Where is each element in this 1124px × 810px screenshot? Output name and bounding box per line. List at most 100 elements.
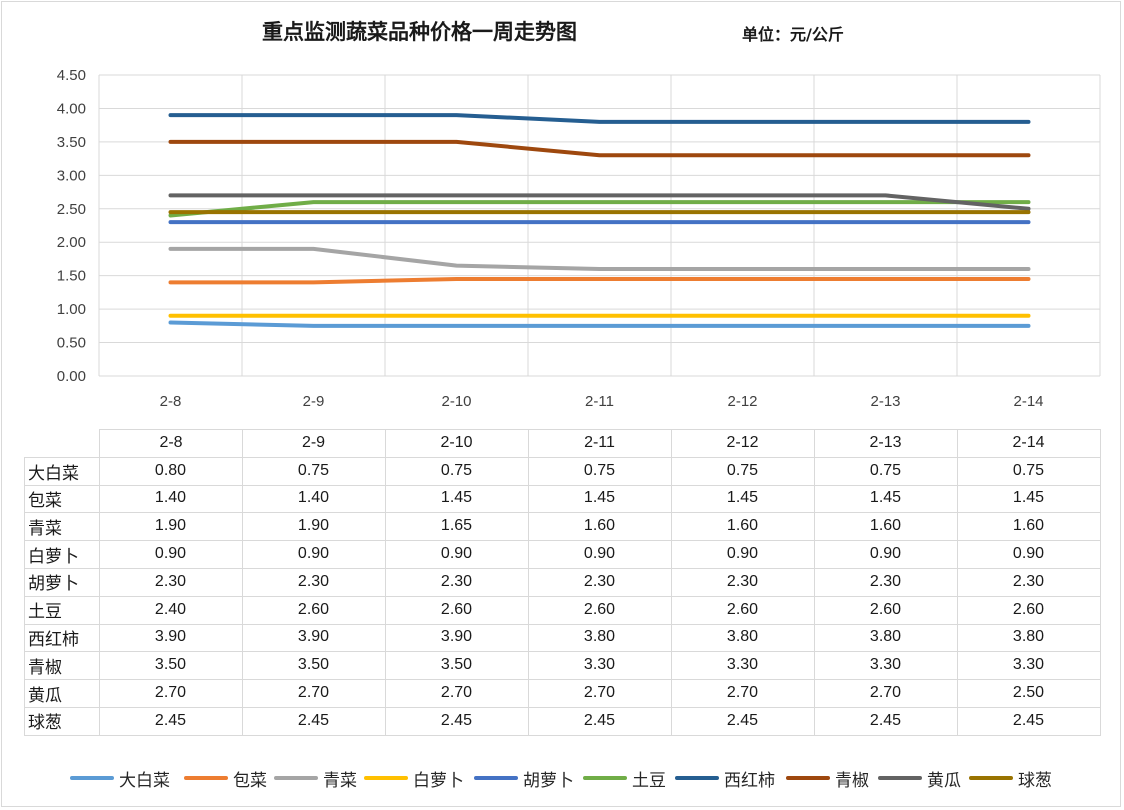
table-value-cell: 2.70 [528,679,672,708]
series-line [168,246,1031,271]
table-row-label: 西红柿 [24,623,100,653]
table-header-cell: 2-14 [957,429,1101,458]
table-value-cell: 2.70 [814,679,958,708]
table-value-cell: 3.90 [242,623,386,653]
table-header-cell: 2-12 [671,429,815,458]
table-row-label: 大白菜 [24,456,100,486]
table-header-cell: 2-13 [814,429,958,458]
table-value-cell: 1.45 [671,484,815,514]
table-value-cell: 2.45 [814,707,958,736]
table-value-cell: 0.75 [957,456,1101,486]
y-tick-label: 4.50 [57,67,86,84]
table-row-label: 胡萝卜 [24,568,100,597]
series-line [168,200,1031,218]
series-line [168,320,1031,328]
unit-label: 单位：元/公斤 [742,25,844,44]
x-tick-label: 2-13 [870,393,900,410]
table-value-cell: 2.40 [99,595,243,625]
table-value-cell: 2.50 [957,679,1101,708]
table-value-cell: 2.60 [671,595,815,625]
legend-swatch [878,776,922,780]
table-header-cell: 2-11 [528,429,672,458]
table-value-cell: 1.40 [99,484,243,514]
table-value-cell: 1.60 [671,512,815,542]
table-value-cell: 1.45 [385,484,529,514]
table-value-cell: 0.90 [957,540,1101,569]
legend-label: 西红柿 [724,771,775,791]
table-value-cell: 0.80 [99,456,243,486]
x-tick-label: 2-12 [727,393,757,410]
table-value-cell: 1.65 [385,512,529,542]
table-value-cell: 2.30 [242,568,386,597]
series-line [168,139,1031,158]
table-value-cell: 0.75 [814,456,958,486]
table-value-cell: 2.60 [957,595,1101,625]
x-tick-label: 2-10 [441,393,471,410]
table-value-cell: 0.90 [242,540,386,569]
table-value-cell: 2.45 [957,707,1101,736]
table-value-cell: 2.70 [99,679,243,708]
table-row-label: 包菜 [24,484,100,514]
table-row-label: 白萝卜 [24,540,100,569]
x-tick-label: 2-11 [585,393,614,410]
table-value-cell: 3.80 [671,623,815,653]
legend-label: 黄瓜 [927,771,961,791]
table-value-cell: 2.30 [671,568,815,597]
table-value-cell: 0.90 [814,540,958,569]
table-header-cell: 2-9 [242,429,386,458]
table-value-cell: 1.60 [814,512,958,542]
table-value-cell: 0.75 [528,456,672,486]
y-tick-label: 2.50 [57,201,86,218]
legend-swatch [583,776,627,780]
legend-swatch [474,776,518,780]
table-value-cell: 3.90 [99,623,243,653]
legend-label: 土豆 [632,771,666,791]
table-value-cell: 3.50 [385,651,529,681]
x-tick-label: 2-9 [303,393,325,410]
table-value-cell: 3.50 [99,651,243,681]
legend-label: 白萝卜 [413,771,464,791]
table-row-label: 青椒 [24,651,100,681]
y-tick-label: 2.00 [57,234,86,251]
x-tick-label: 2-14 [1013,393,1043,410]
table-value-cell: 0.90 [99,540,243,569]
table-value-cell: 3.80 [528,623,672,653]
legend-label: 青椒 [835,771,869,791]
table-value-cell: 2.30 [814,568,958,597]
table-value-cell: 3.30 [528,651,672,681]
table-header-cell: 2-8 [99,429,243,458]
line-chart: 0.00 0.50 1.00 1.50 2.00 2.50 3.00 3.50 4.00 4.50… [57,67,1101,410]
table-value-cell: 0.90 [385,540,529,569]
y-tick-label: 3.50 [57,134,86,151]
table-value-cell: 1.40 [242,484,386,514]
table-value-cell: 1.90 [242,512,386,542]
table-row-label: 青菜 [24,512,100,542]
table-value-cell: 2.60 [528,595,672,625]
table-value-cell: 3.30 [671,651,815,681]
y-tick-label: 4.00 [57,100,86,117]
table-value-cell: 1.60 [528,512,672,542]
table-value-cell: 2.30 [528,568,672,597]
legend-swatch [364,776,408,780]
y-tick-label: 0.50 [57,335,86,352]
y-tick-label: 1.50 [57,268,86,285]
table-header-cell: 2-10 [385,429,529,458]
table-value-cell: 3.30 [957,651,1101,681]
table-value-cell: 2.70 [671,679,815,708]
legend-swatch [969,776,1013,780]
table-value-cell: 0.90 [671,540,815,569]
table-value-cell: 3.90 [385,623,529,653]
table-value-cell: 2.70 [385,679,529,708]
legend-label: 球葱 [1018,771,1052,791]
table-row-label: 土豆 [24,595,100,625]
table-value-cell: 2.45 [99,707,243,736]
table-value-cell: 2.45 [528,707,672,736]
table-value-cell: 1.90 [99,512,243,542]
table-value-cell: 0.75 [385,456,529,486]
series-line [168,193,1031,211]
x-tick-label: 2-8 [160,393,182,410]
legend-swatch [786,776,830,780]
table-value-cell: 2.45 [242,707,386,736]
table-value-cell: 1.45 [528,484,672,514]
